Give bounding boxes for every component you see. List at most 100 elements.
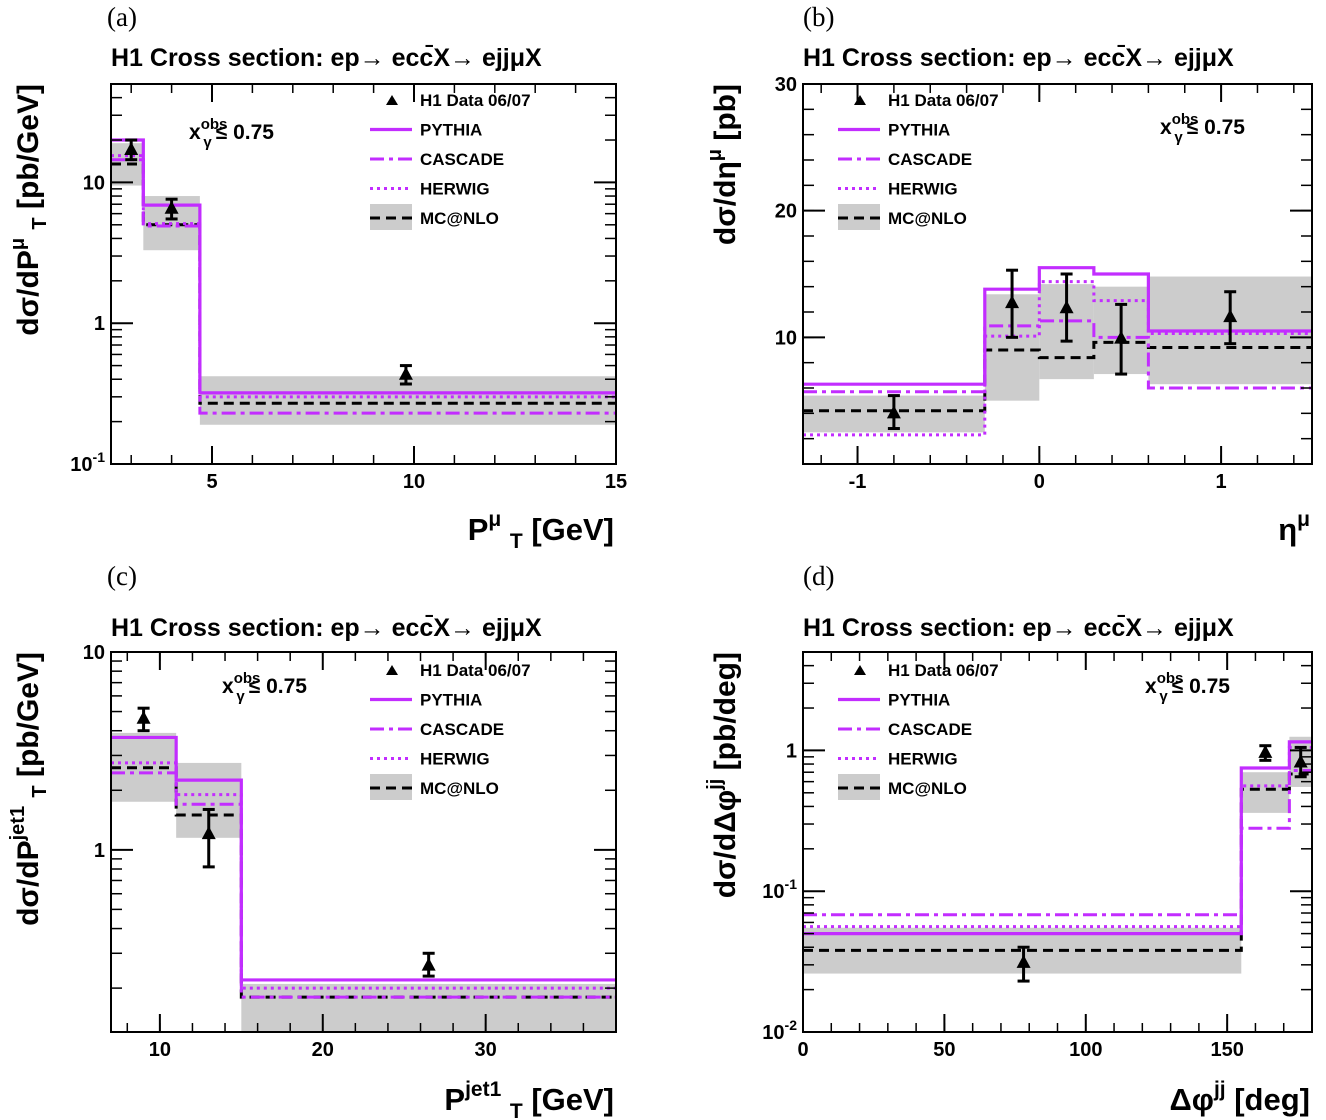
series-pythia-line [111, 138, 616, 395]
y-tick-label: 30 [775, 74, 797, 96]
y-tick-label: 10-1 [762, 876, 797, 903]
legend-entry: MC@NLO [420, 779, 499, 798]
series-pythia-line [803, 266, 1312, 386]
legend-entry: PYTHIA [420, 121, 482, 140]
x-tick-label: 5 [206, 471, 217, 493]
data-point-marker [1005, 295, 1020, 309]
panel-c: (c) H1 Cross section: ep→ ecc̄X→ ejjμX 10 2… [0, 561, 617, 1120]
chart-title: H1 Cross section: ep→ ecc̄X→ ejjμX [111, 43, 542, 72]
y-tick-label: 1 [786, 740, 797, 762]
legend-entry: CASCADE [888, 150, 972, 169]
y-tick-label: 10-2 [762, 1017, 797, 1044]
series-mcnlo-line [803, 772, 1312, 952]
legend-entry: MC@NLO [888, 779, 967, 798]
x-tick-label: 50 [933, 1039, 955, 1061]
data-point-marker [1059, 300, 1074, 314]
series-herwig-line [803, 745, 1312, 929]
legend-entry: PYTHIA [888, 121, 950, 140]
chart-title: H1 Cross section: ep→ ecc̄X→ ejjμX [111, 613, 542, 642]
panel-label: (d) [803, 561, 834, 591]
legend-entry: HERWIG [420, 180, 490, 199]
x-tick-label: 10 [403, 471, 425, 493]
legend-entry: PYTHIA [888, 691, 950, 710]
legend-entry: HERWIG [888, 180, 958, 199]
plot-frame [802, 651, 1313, 1033]
x-tick-label: 150 [1210, 1039, 1243, 1061]
panel-d: (d) H1 Cross section: ep→ ecc̄X→ ejjμX 0 50… [704, 561, 1313, 1117]
legend-entry: H1 Data 06/07 [420, 661, 531, 680]
legend-entry: MC@NLO [888, 209, 967, 228]
chart-title: H1 Cross section: ep→ ecc̄X→ ejjμX [803, 43, 1234, 72]
data-point-marker [164, 200, 179, 214]
x-tick-label: 20 [312, 1039, 334, 1061]
y-tick-label: 10 [775, 327, 797, 349]
y-axis-label: dσ/dPjet1 T [pb/GeV] [0, 652, 51, 926]
series-cascade-line [803, 319, 1312, 394]
legend-entry: H1 Data 06/07 [420, 91, 531, 110]
y-tick-label: 20 [775, 201, 797, 223]
x-axis-label: ημ [1278, 508, 1310, 547]
panel-b: (b) H1 Cross section: ep→ ecc̄X→ ejjμX -1 0… [704, 2, 1313, 547]
x-tick-label: 15 [605, 471, 627, 493]
legend-entry: CASCADE [420, 150, 504, 169]
panel-label: (b) [803, 2, 834, 32]
plot-frame [110, 83, 617, 465]
legend-entry: CASCADE [888, 720, 972, 739]
data-point-marker [201, 826, 216, 840]
y-tick-label: 10 [83, 172, 105, 194]
panel-label: (c) [107, 561, 137, 591]
legend-entry: PYTHIA [420, 691, 482, 710]
data-point-marker [1223, 309, 1238, 323]
legend: H1 Data 06/07 PYTHIA CASCADE HERWIG MC@NLO [838, 661, 999, 800]
x-axis-label: Pjet1 T [GeV] [444, 1068, 614, 1120]
y-axis-label: dσ/dPμ T [pb/GeV] [0, 84, 51, 336]
x-axis-label: Δφjj [deg] [1169, 1078, 1310, 1117]
legend-entry: MC@NLO [420, 209, 499, 228]
legend-data-marker [854, 665, 866, 675]
legend-entry: HERWIG [888, 750, 958, 769]
cut-label: xobs γ ≤ 0.75 [1160, 111, 1245, 146]
mcnlo-band-bin [241, 983, 617, 1032]
x-tick-label: 0 [797, 1039, 808, 1061]
data-point-marker [1016, 954, 1031, 968]
legend-entry: H1 Data 06/07 [888, 661, 999, 680]
plot-frame [110, 651, 617, 1033]
data-point-marker [421, 957, 436, 971]
legend-entry: HERWIG [420, 750, 490, 769]
x-tick-label: 0 [1034, 471, 1045, 493]
series-cascade-line [803, 768, 1312, 917]
panel-label: (a) [107, 2, 137, 32]
x-tick-label: -1 [849, 471, 867, 493]
y-tick-label: 1 [94, 313, 105, 335]
y-tick-label: 1 [94, 840, 105, 862]
legend-entry: CASCADE [420, 720, 504, 739]
data-point-marker [886, 405, 901, 419]
data-point-marker [398, 366, 413, 380]
legend-entry: H1 Data 06/07 [888, 91, 999, 110]
cut-label: xobs γ ≤ 0.75 [222, 670, 307, 705]
x-axis-label: Pμ T [GeV] [468, 498, 614, 553]
data-point-marker [1114, 330, 1129, 344]
x-tick-label: 10 [149, 1039, 171, 1061]
series-herwig-line [111, 154, 616, 399]
legend: H1 Data 06/07 PYTHIA CASCADE HERWIG MC@NLO [370, 91, 531, 230]
y-tick-label: 10 [83, 642, 105, 664]
cut-label: xobs γ ≤ 0.75 [189, 116, 274, 151]
legend-data-marker [386, 95, 398, 105]
legend-data-marker [386, 665, 398, 675]
series-cascade-line [111, 158, 616, 415]
y-tick-label: 10-1 [70, 449, 105, 476]
x-tick-label: 100 [1069, 1039, 1102, 1061]
series-pythia-line [803, 740, 1312, 936]
legend-data-marker [854, 95, 866, 105]
panel-a: (a) H1 Cross section: ep→ ecc̄X→ ejjμX 5 10… [0, 2, 627, 553]
series-pythia-line [111, 735, 616, 982]
x-tick-label: 1 [1216, 471, 1227, 493]
cut-label: xobs γ ≤ 0.75 [1145, 670, 1230, 705]
legend: H1 Data 06/07 PYTHIA CASCADE HERWIG MC@NLO [838, 91, 999, 230]
y-axis-label: dσ/dΔφjj [pb/deg] [704, 652, 742, 898]
data-point-marker [1258, 744, 1273, 758]
mcnlo-band-bin [1241, 772, 1290, 813]
legend: H1 Data 06/07 PYTHIA CASCADE HERWIG MC@NLO [370, 661, 531, 800]
